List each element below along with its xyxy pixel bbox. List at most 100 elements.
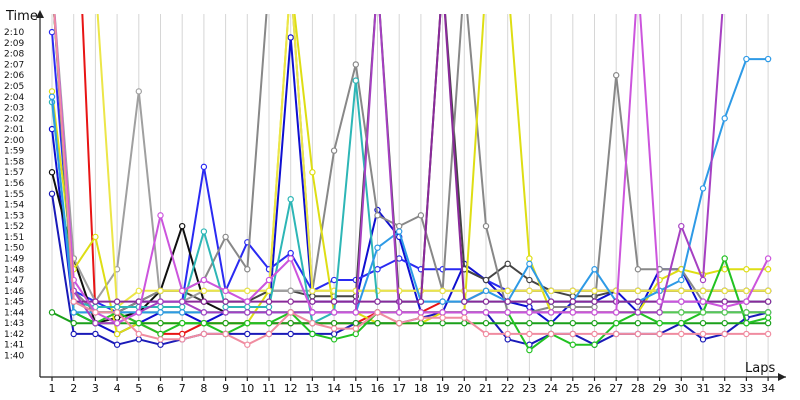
data-point [222,298,229,305]
data-point [222,319,229,327]
data-point [352,330,359,338]
data-point [764,319,772,327]
data-point [330,276,338,284]
data-point [200,309,208,316]
y-tick-label: 1:45 [4,298,24,308]
data-point [309,330,316,338]
data-point [70,319,77,327]
y-tick-label: 1:52 [4,222,24,232]
data-point [721,266,728,273]
data-point [135,88,142,95]
x-tick-label: 7 [179,382,186,395]
data-point [721,298,728,305]
data-point [699,330,707,338]
data-point [244,330,251,338]
y-tick-label: 1:56 [4,179,24,189]
data-point [352,309,359,316]
data-point [352,77,359,84]
x-tick-label: 22 [501,382,515,395]
data-point [374,212,381,219]
data-point [330,309,338,316]
x-tick-label: 15 [349,382,363,395]
data-point [113,309,121,316]
data-point [613,319,620,327]
x-tick-label: 34 [761,382,775,395]
series-line [53,14,769,325]
y-axis-tick-labels: 1:401:411:421:431:441:451:461:471:481:49… [4,28,24,361]
data-point [244,303,251,311]
data-point [178,298,186,305]
y-tick-label: 1:44 [4,308,24,318]
data-point [721,319,728,327]
data-point [482,287,490,295]
x-tick-label: 20 [457,382,471,395]
data-point [699,309,707,316]
data-point [309,319,316,327]
data-point [287,34,294,41]
data-point [591,309,598,316]
data-point [504,298,511,305]
data-point [113,314,121,321]
data-point [113,341,121,348]
y-tick-label: 1:41 [4,341,24,351]
data-point [178,309,186,316]
data-point [287,255,294,262]
x-tick-label: 3 [92,382,99,395]
data-point [699,185,707,192]
x-axis-arrow [778,373,786,381]
data-point [439,287,446,295]
data-point [526,260,533,268]
data-point [417,314,425,321]
x-tick-label: 13 [305,382,319,395]
y-tick-label: 1:54 [4,201,24,211]
data-point [309,298,316,305]
y-tick-label: 2:09 [4,39,24,49]
data-point [374,319,381,327]
y-axis-title: Time [5,9,38,24]
data-point [526,309,533,316]
data-point [417,212,425,219]
data-point [222,309,229,316]
x-tick-label: 12 [284,382,298,395]
data-point [157,341,164,348]
data-point [699,336,707,343]
data-point [743,309,750,316]
data-point [178,287,186,295]
data-point [504,260,511,268]
data-point [504,336,511,343]
y-tick-label: 2:03 [4,104,24,114]
data-point [244,266,251,273]
y-tick-label: 2:06 [4,71,24,81]
data-point [330,330,338,338]
vertical-gridlines [51,14,769,377]
data-point [135,309,142,316]
data-point [417,319,425,327]
data-point [48,28,56,36]
data-point [200,276,208,284]
data-point [743,330,750,338]
data-point [330,147,338,154]
data-point [92,330,99,338]
series-line [96,14,769,308]
x-tick-label: 33 [739,382,753,395]
data-point [764,330,772,338]
y-tick-label: 1:55 [4,190,24,200]
data-point [309,309,316,316]
x-tick-label: 6 [157,382,164,395]
data-point [135,330,142,338]
data-point [244,309,251,316]
data-point [244,287,251,295]
data-point [656,309,663,316]
data-point [634,319,642,327]
data-point [287,330,294,338]
y-tick-label: 1:42 [4,330,24,340]
y-tick-label: 1:53 [4,211,24,221]
data-point [634,330,642,338]
data-point [330,325,338,332]
data-point [678,319,685,327]
data-point [764,309,772,316]
data-point [352,325,359,332]
data-point [222,303,229,311]
data-point [330,319,338,327]
data-point [113,298,121,305]
